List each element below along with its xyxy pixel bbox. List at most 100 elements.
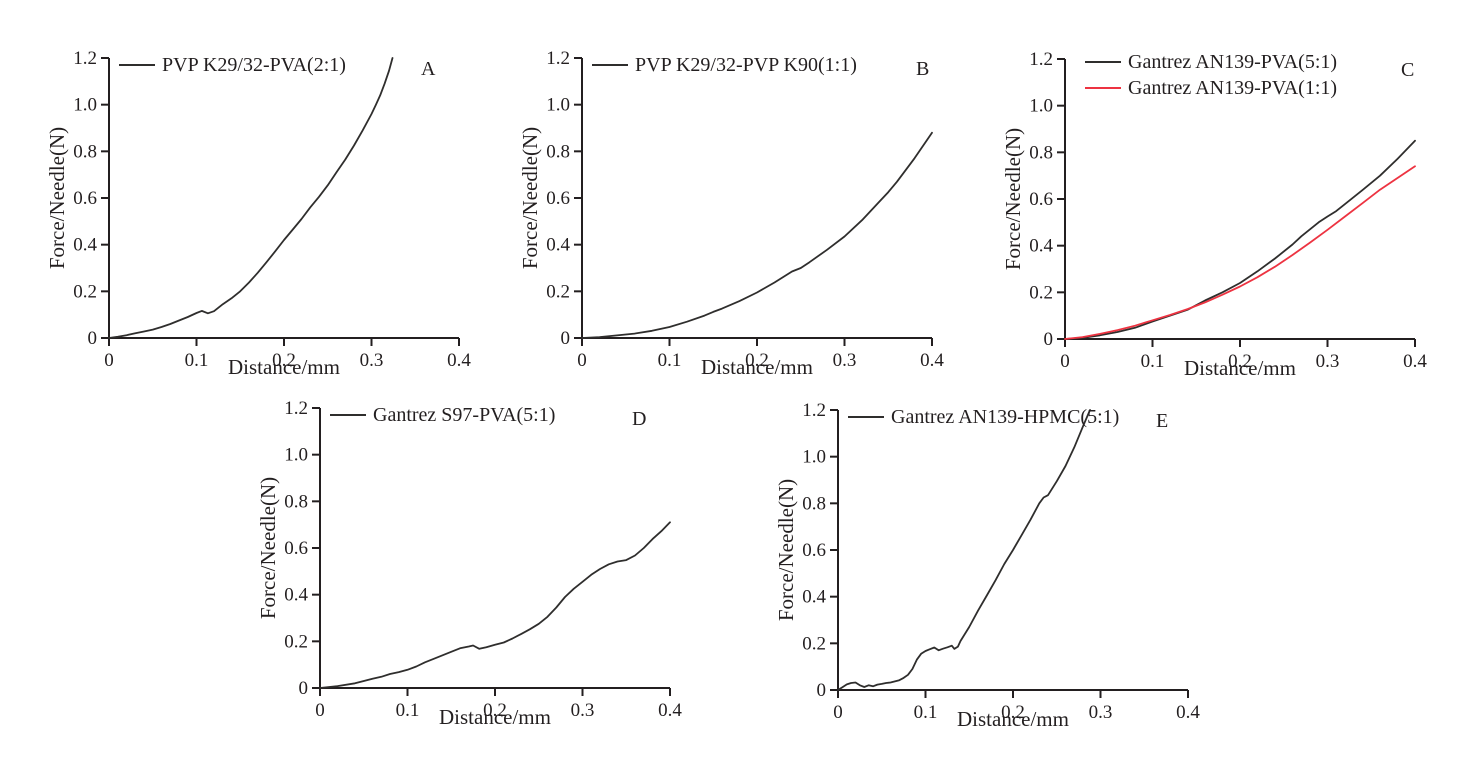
legend-label: Gantrez AN139-PVA(1:1) [1128, 76, 1338, 99]
x-tick-label: 0 [315, 700, 325, 721]
legend-label: PVP K29/32-PVA(2:1) [162, 53, 346, 76]
x-axis-label: Distance/mm [701, 355, 813, 379]
x-tick-label: 0.1 [658, 350, 682, 371]
y-tick-label: 0.4 [802, 587, 826, 608]
chart-panel-d: 0 0.1 0.2 0.3 0.4 0 0.2 0.4 0.6 0.8 1.0 1.2 Force/N… [240, 378, 705, 743]
panel-letter: B [916, 58, 930, 80]
series-line [319, 521, 671, 689]
axes [581, 58, 932, 339]
y-tick-label: 1.0 [284, 445, 308, 466]
x-tick-label: 0.4 [658, 700, 682, 721]
x-tick-label: 0.3 [1089, 702, 1113, 723]
legend-label: PVP K29/32-PVP K90(1:1) [635, 53, 857, 76]
axes [319, 408, 670, 689]
y-tick-label: 0.8 [73, 141, 97, 162]
x-tick-label: 0 [577, 350, 587, 371]
x-tick-label: 0.3 [833, 350, 857, 371]
y-tick-label: 0.2 [1029, 282, 1053, 303]
chart-panel-c: 0 0.1 0.2 0.3 0.4 0 0.2 0.4 0.6 0.8 1.0 1.2 Force/N… [985, 29, 1450, 394]
chart-panel-b: 0 0.1 0.2 0.3 0.4 0 0.2 0.4 0.6 0.8 1.0 1.2 Force/N… [502, 28, 967, 393]
y-tick-label: 0 [299, 678, 309, 699]
legend-item: Gantrez S97-PVA(5:1) [330, 402, 555, 428]
series-line [581, 131, 933, 339]
legend: PVP K29/32-PVA(2:1) [119, 52, 346, 78]
y-axis-label: Force/Needle(N) [518, 126, 542, 270]
legend-line-sample [592, 64, 628, 66]
x-tick-label: 0.3 [1316, 351, 1340, 372]
x-axis-label: Distance/mm [957, 707, 1069, 731]
y-tick-label: 1.2 [802, 400, 826, 421]
x-axis-label: Distance/mm [1184, 356, 1296, 380]
y-tick-label: 0.8 [284, 491, 308, 512]
y-axis-label: Force/Needle(N) [1001, 127, 1025, 271]
x-tick-label: 0.1 [396, 700, 420, 721]
x-tick-label: 0 [833, 702, 843, 723]
legend-label: Gantrez S97-PVA(5:1) [373, 403, 556, 426]
legend: Gantrez S97-PVA(5:1) [330, 402, 555, 428]
plot-area-a: 0 0.1 0.2 0.3 0.4 0 0.2 0.4 0.6 0.8 1.0 1.2 [73, 48, 471, 371]
legend: Gantrez AN139-PVA(5:1) Gantrez AN139-PVA… [1085, 49, 1337, 101]
y-axis-label: Force/Needle(N) [45, 126, 69, 270]
x-tick-label: 0.4 [447, 350, 471, 371]
plot-area-e: 0 0.1 0.2 0.3 0.4 0 0.2 0.4 0.6 0.8 1.0 1.2 [802, 400, 1200, 723]
plot-area-d: 0 0.1 0.2 0.3 0.4 0 0.2 0.4 0.6 0.8 1.0 1.2 [284, 398, 682, 721]
y-tick-label: 0 [817, 680, 827, 701]
y-tick-label: 0 [1044, 329, 1054, 350]
x-tick-label: 0.1 [1141, 351, 1165, 372]
y-tick-label: 0.6 [73, 188, 97, 209]
plot-area-c: 0 0.1 0.2 0.3 0.4 0 0.2 0.4 0.6 0.8 1.0 1.2 [1029, 49, 1427, 372]
legend-item: Gantrez AN139-PVA(1:1) [1085, 75, 1337, 101]
y-tick-label: 0 [561, 328, 571, 349]
legend-label: Gantrez AN139-PVA(5:1) [1128, 50, 1338, 73]
y-tick-label: 0.2 [802, 633, 826, 654]
legend-line-sample [1085, 61, 1121, 63]
x-tick-label: 0 [104, 350, 114, 371]
legend-label: Gantrez AN139-HPMC(5:1) [891, 405, 1120, 428]
chart-panel-a: 0 0.1 0.2 0.3 0.4 0 0.2 0.4 0.6 0.8 1.0 1.2 Force/N… [29, 28, 494, 393]
x-tick-label: 0.2 [1001, 702, 1025, 723]
legend-line-sample [330, 414, 366, 416]
y-tick-label: 0.4 [1029, 236, 1053, 257]
y-tick-label: 0.2 [73, 281, 97, 302]
y-tick-label: 0.6 [1029, 189, 1053, 210]
legend-item: Gantrez AN139-PVA(5:1) [1085, 49, 1337, 75]
x-tick-label: 0.3 [360, 350, 384, 371]
legend: PVP K29/32-PVP K90(1:1) [592, 52, 857, 78]
x-tick-label: 0.4 [1176, 702, 1200, 723]
series-line [108, 57, 394, 339]
x-tick-label: 0.2 [483, 700, 507, 721]
x-tick-label: 0.2 [745, 350, 769, 371]
x-tick-label: 0.4 [1403, 351, 1427, 372]
panel-letter: E [1156, 410, 1169, 432]
x-axis-label: Distance/mm [228, 355, 340, 379]
y-tick-label: 0.4 [73, 235, 97, 256]
panel-letter: A [421, 58, 436, 80]
y-tick-label: 1.0 [73, 95, 97, 116]
y-tick-label: 0.8 [1029, 142, 1053, 163]
panel-letter: C [1401, 59, 1415, 81]
y-tick-label: 0.2 [284, 631, 308, 652]
series-line [1064, 139, 1416, 340]
y-tick-label: 0.4 [284, 585, 308, 606]
x-tick-label: 0.1 [914, 702, 938, 723]
chart-panel-e: 0 0.1 0.2 0.3 0.4 0 0.2 0.4 0.6 0.8 1.0 1.2 Force/N… [758, 380, 1223, 745]
x-tick-label: 0.1 [185, 350, 209, 371]
y-tick-label: 0.8 [802, 493, 826, 514]
y-axis-label: Force/Needle(N) [774, 478, 798, 622]
series-line [837, 409, 1091, 691]
x-axis-label: Distance/mm [439, 705, 551, 729]
legend: Gantrez AN139-HPMC(5:1) [848, 404, 1119, 430]
y-tick-label: 1.2 [546, 48, 570, 69]
x-tick-label: 0 [1060, 351, 1070, 372]
legend-item: PVP K29/32-PVA(2:1) [119, 52, 346, 78]
plot-area-b: 0 0.1 0.2 0.3 0.4 0 0.2 0.4 0.6 0.8 1.0 1.2 [546, 48, 944, 371]
panel-letter: D [632, 408, 647, 430]
legend-line-sample [119, 64, 155, 66]
y-tick-label: 0.8 [546, 141, 570, 162]
y-tick-label: 1.2 [73, 48, 97, 69]
x-tick-label: 0.2 [272, 350, 296, 371]
x-tick-label: 0.4 [920, 350, 944, 371]
y-tick-label: 0.6 [284, 538, 308, 559]
x-tick-label: 0.3 [571, 700, 595, 721]
